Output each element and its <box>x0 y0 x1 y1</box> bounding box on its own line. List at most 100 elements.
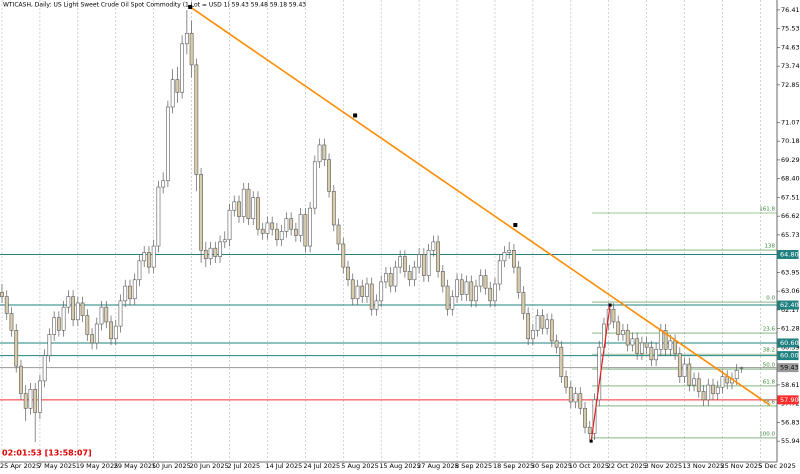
fib-label: 161.8 <box>759 206 775 212</box>
price-box-label: 60.60 <box>780 339 799 347</box>
candle-body <box>170 79 175 108</box>
candle-body <box>0 292 4 297</box>
candle-body <box>554 340 559 348</box>
x-tick-label: 2 Jul 2025 <box>228 462 261 470</box>
candle-body <box>175 79 180 93</box>
y-tick-label: 76.41 <box>781 6 800 14</box>
candle-body <box>346 266 350 281</box>
candle-body <box>663 330 668 350</box>
price-box <box>777 300 799 310</box>
x-tick-label: 5 Dec 2025 <box>758 462 795 470</box>
fib-label: 78.6 <box>763 399 776 405</box>
candle-body <box>4 296 9 314</box>
candle-body <box>625 330 630 346</box>
candle-body <box>289 218 294 230</box>
candle-body <box>469 281 474 302</box>
x-tick-label: 29 May 2025 <box>114 462 156 470</box>
candle-body <box>568 386 573 403</box>
candle-body <box>360 285 365 297</box>
candle-body <box>227 209 232 241</box>
y-tick-label: 67.51 <box>781 193 800 201</box>
candle-body <box>61 306 66 331</box>
fib-label: 50.0 <box>763 363 776 369</box>
candle-body <box>426 249 431 276</box>
candle-body <box>734 370 739 380</box>
candle-body <box>251 197 256 219</box>
candle-body <box>94 323 99 344</box>
candle-body <box>14 330 19 367</box>
candle-body <box>431 241 436 251</box>
candle-body <box>104 306 109 323</box>
candle-body <box>521 292 526 314</box>
x-tick-label: 18 Sep 2025 <box>493 462 534 470</box>
candle-body <box>241 188 246 217</box>
fib-label: 38.2 <box>763 348 775 354</box>
x-tick-label: 25 Nov 2025 <box>720 462 762 470</box>
candle-body <box>545 319 550 329</box>
y-tick-label: 69.29 <box>781 156 800 164</box>
candle-body <box>137 260 142 281</box>
candle-body <box>132 279 137 300</box>
candle-body <box>379 281 384 302</box>
candle-body <box>706 384 711 401</box>
candle-body <box>161 180 166 188</box>
candle-body <box>535 315 540 331</box>
candle-body <box>199 174 203 251</box>
candle-body <box>483 275 488 289</box>
x-tick-label: 20 Jun 2025 <box>190 462 229 470</box>
y-tick-label: 65.73 <box>781 231 800 239</box>
candle-body <box>516 266 521 293</box>
candle-body <box>33 389 38 413</box>
candle-body <box>151 245 156 268</box>
candle-body <box>440 271 445 287</box>
candle-body <box>279 231 284 241</box>
y-tick-label: 75.53 <box>781 24 800 32</box>
candle-body <box>488 287 493 302</box>
candle-body <box>540 315 545 329</box>
fib-label: 61.8 <box>763 379 776 385</box>
candle-body <box>478 275 483 287</box>
fib-base-line <box>590 304 611 442</box>
candle-body <box>19 365 23 394</box>
candle-body <box>99 306 104 325</box>
candle-body <box>322 144 327 160</box>
candle-body <box>85 315 90 335</box>
candle-body <box>66 296 71 308</box>
fib-label: 138 <box>765 244 776 250</box>
candle-body <box>687 363 692 386</box>
x-tick-label: 14 Jul 2025 <box>265 462 302 470</box>
candle-body <box>156 186 161 247</box>
x-tick-label: 3 Nov 2025 <box>645 462 683 470</box>
candle-body <box>715 386 720 394</box>
candle-body <box>71 296 76 321</box>
candle-body <box>564 376 568 388</box>
y-tick-label: 61.28 <box>781 325 800 333</box>
candle-body <box>180 43 185 93</box>
x-tick-label: 22 Oct 2025 <box>607 462 647 470</box>
candle-body <box>189 32 194 66</box>
candle-body <box>393 266 398 287</box>
candle-body <box>109 321 113 340</box>
x-tick-label: 15 Aug 2025 <box>379 462 421 470</box>
y-tick-label: 58.61 <box>781 381 800 389</box>
candle-body <box>331 190 336 226</box>
candle-body <box>616 321 621 335</box>
candle-body <box>677 353 682 377</box>
candle-body <box>497 260 502 285</box>
candle-body <box>166 106 170 182</box>
candle-body <box>336 224 341 245</box>
candle-body <box>246 188 251 219</box>
candle-body <box>682 363 687 377</box>
candle-body <box>507 249 512 253</box>
price-box <box>777 249 799 259</box>
fib-anchor <box>608 303 612 307</box>
price-box-label: 60.00 <box>780 352 799 360</box>
candle-body <box>417 254 422 268</box>
y-tick-label: 74.63 <box>781 43 800 51</box>
y-tick-label: 63.95 <box>781 268 800 276</box>
candle-body <box>720 376 725 388</box>
chart-title: WTICASH, Daily: US Light Sweet Crude Oil… <box>3 2 306 9</box>
